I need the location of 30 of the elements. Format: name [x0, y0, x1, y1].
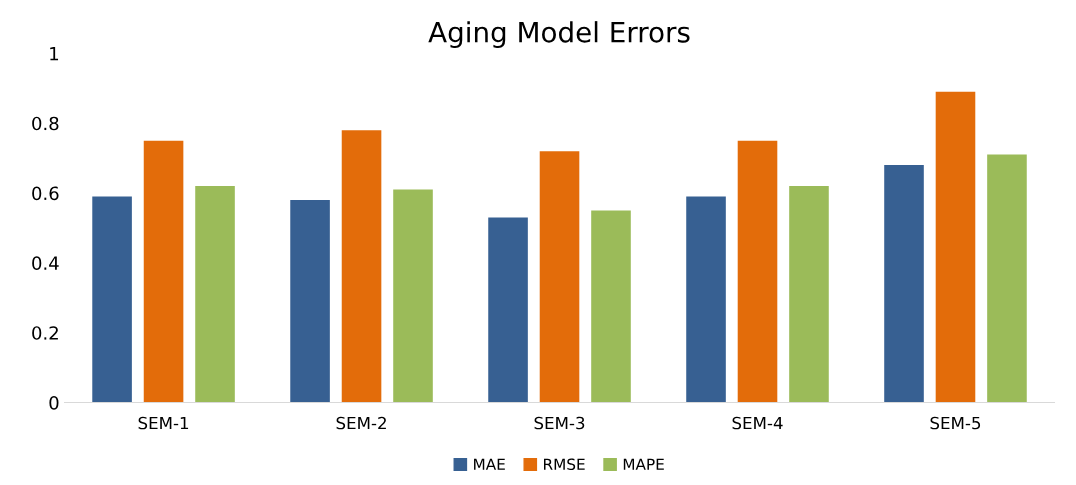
- x-tick-label: SEM-2: [336, 416, 386, 430]
- bar: [884, 165, 924, 403]
- bar: [195, 186, 235, 403]
- bar: [341, 130, 382, 403]
- legend-label: MAPE: [623, 458, 664, 470]
- y-tick-label: 0.6: [32, 186, 59, 201]
- legend-label: MAE: [474, 458, 505, 470]
- bar: [935, 91, 976, 403]
- y-tick-label: 0.2: [32, 326, 58, 340]
- bar: [488, 217, 528, 403]
- bar: [92, 196, 132, 403]
- bar: [789, 186, 829, 403]
- y-tick-label: 0: [49, 396, 59, 410]
- y-tick-label: 1: [50, 47, 59, 61]
- x-tick-label: SEM-5: [930, 416, 981, 430]
- legend-label: RMSE: [544, 458, 585, 471]
- bar: [290, 200, 330, 403]
- bar: [393, 189, 433, 403]
- chart-title: Aging Model Errors: [428, 21, 690, 49]
- bar: [591, 210, 631, 403]
- x-tick-label: SEM-1: [138, 416, 189, 430]
- bar: [539, 151, 580, 403]
- x-tick-label: SEM-4: [732, 416, 783, 430]
- y-tick-label: 0.4: [32, 256, 59, 270]
- y-tick-label: 0.8: [32, 116, 59, 131]
- bar: [737, 140, 778, 403]
- x-tick-label: SEM-3: [534, 416, 585, 430]
- bar: [686, 196, 726, 403]
- bar: [143, 140, 184, 403]
- bar: [987, 154, 1027, 403]
